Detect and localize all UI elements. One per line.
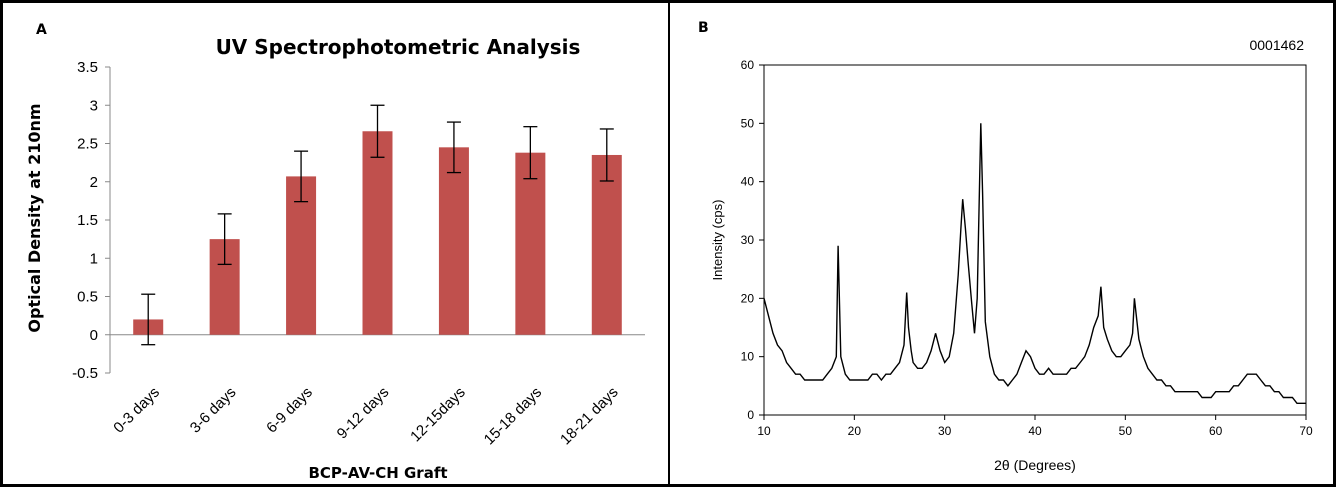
bar xyxy=(515,152,546,335)
y-tick-label: 30 xyxy=(741,233,755,247)
y-tick-label: 50 xyxy=(741,116,755,130)
plot-frame xyxy=(763,64,1307,416)
y-tick-label: 1 xyxy=(90,250,98,267)
x-tick-label: 0-3 days xyxy=(110,384,163,437)
x-tick-label: 40 xyxy=(1028,424,1042,438)
x-tick-label: 18-21 days xyxy=(557,384,622,449)
x-tick-label: 6-9 days xyxy=(263,384,316,437)
bar xyxy=(438,147,469,335)
x-tick-label: 10 xyxy=(757,424,771,438)
x-tick-label: 60 xyxy=(1209,424,1223,438)
y-tick-label: 40 xyxy=(741,175,755,189)
x-axis-title: 2θ (Degrees) xyxy=(994,457,1076,473)
y-tick-label: 3.5 xyxy=(77,59,98,76)
y-tick-label: 10 xyxy=(741,350,755,364)
chart-title: UV Spectrophotometric Analysis xyxy=(216,35,581,59)
y-axis-title: Optical Density at 210nm xyxy=(25,103,44,332)
panel-label-a: A xyxy=(36,22,47,38)
panel-label-b: B xyxy=(698,20,709,36)
bar xyxy=(286,176,317,335)
bar xyxy=(591,154,622,335)
y-tick-label: 0 xyxy=(90,327,98,344)
x-tick-label: 70 xyxy=(1299,424,1313,438)
y-tick-label: 0.5 xyxy=(77,289,98,306)
y-tick-label: 60 xyxy=(741,58,755,72)
y-tick-label: 3 xyxy=(90,97,98,114)
y-tick-label: 20 xyxy=(741,291,755,305)
x-tick-label: 9-12 days xyxy=(334,384,393,443)
y-tick-label: 2.5 xyxy=(77,136,98,153)
pattern-id-annotation: 0001462 xyxy=(1249,37,1304,53)
y-tick-label: 0 xyxy=(747,408,754,422)
x-tick-label: 50 xyxy=(1119,424,1133,438)
y-axis-title: Intensity (cps) xyxy=(710,200,725,281)
x-tick-label: 15-18 days xyxy=(481,384,546,449)
x-tick-label: 12-15days xyxy=(407,384,469,446)
panel-divider xyxy=(668,0,670,487)
x-tick-label: 30 xyxy=(938,424,952,438)
x-axis-title: BCP-AV-CH Graft xyxy=(308,464,447,482)
y-tick-label: -0.5 xyxy=(72,365,98,382)
bar xyxy=(362,131,393,335)
y-tick-label: 1.5 xyxy=(77,212,98,229)
diffraction-line xyxy=(763,123,1306,404)
bar-chart-panel-a: A UV Spectrophotometric Analysis -0.5 0 0.5 1… xyxy=(25,22,645,482)
x-tick-label: 20 xyxy=(848,424,862,438)
y-tick-label: 2 xyxy=(90,174,98,191)
x-tick-label: 3-6 days xyxy=(187,384,240,437)
